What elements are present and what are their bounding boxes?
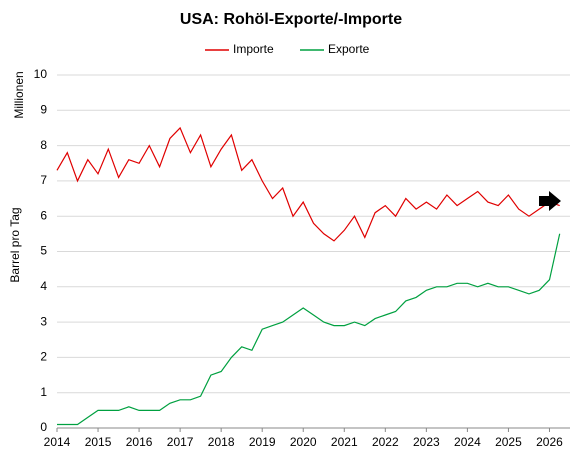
y-tick-label: 3 — [40, 314, 47, 328]
y-axis-label: Millionen — [12, 71, 26, 118]
x-tick-label: 2016 — [126, 435, 153, 449]
x-tick-label: 2021 — [331, 435, 358, 449]
x-tick-label: 2018 — [208, 435, 235, 449]
x-tick-label: 2017 — [167, 435, 194, 449]
x-tick-label: 2023 — [413, 435, 440, 449]
legend-label: Exporte — [328, 42, 370, 56]
arrow — [539, 191, 561, 211]
x-tick-label: 2019 — [249, 435, 276, 449]
x-tick-label: 2015 — [85, 435, 112, 449]
y-tick-label: 2 — [40, 350, 47, 364]
y-axis-label: Barrel pro Tag — [8, 207, 22, 282]
legend-label: Importe — [233, 42, 274, 56]
y-tick-label: 4 — [40, 279, 47, 293]
y-tick-label: 9 — [40, 102, 47, 116]
x-tick-label: 2022 — [372, 435, 399, 449]
y-tick-label: 1 — [40, 385, 47, 399]
x-tick-label: 2026 — [536, 435, 563, 449]
y-tick-label: 6 — [40, 208, 47, 222]
y-tick-label: 8 — [40, 138, 47, 152]
series-line — [56, 126, 560, 242]
x-tick-label: 2014 — [44, 435, 71, 449]
y-tick-label: 10 — [34, 67, 48, 81]
chart-title: USA: Rohöl-Exporte/-Importe — [180, 11, 402, 28]
series-line — [57, 233, 561, 426]
x-tick-label: 2024 — [454, 435, 481, 449]
y-tick-label: 7 — [40, 173, 47, 187]
y-tick-label: 0 — [40, 420, 47, 434]
x-tick-label: 2025 — [495, 435, 522, 449]
x-tick-label: 2020 — [290, 435, 317, 449]
y-tick-label: 5 — [40, 244, 47, 258]
